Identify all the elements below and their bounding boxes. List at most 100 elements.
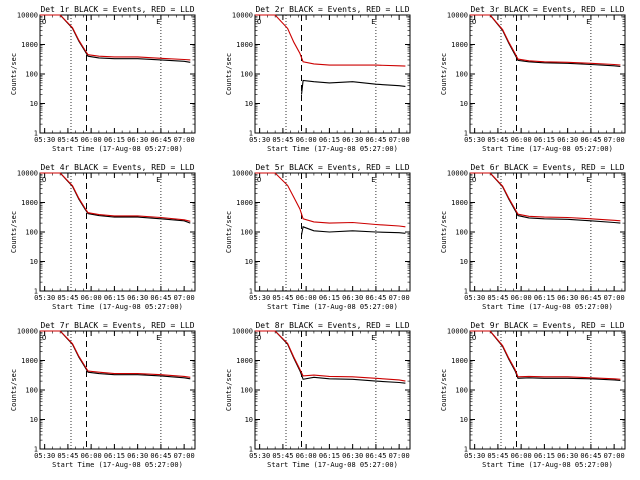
plot-frame bbox=[39, 14, 196, 134]
corner-label-right: E bbox=[586, 18, 590, 26]
plot-frame bbox=[39, 330, 196, 450]
y-tick-label: 1 bbox=[249, 446, 253, 454]
corner-label-right: E bbox=[371, 18, 375, 26]
x-tick-label: 07:00 bbox=[389, 294, 410, 302]
y-tick-label: 1000 bbox=[21, 357, 38, 365]
corner-label-left: O bbox=[472, 334, 476, 342]
corner-label-left: O bbox=[42, 334, 46, 342]
y-tick-label: 100 bbox=[240, 387, 253, 395]
x-tick-label: 06:00 bbox=[296, 294, 317, 302]
y-tick-label: 10000 bbox=[232, 12, 253, 20]
x-tick-label: 05:45 bbox=[272, 294, 293, 302]
x-tick-label: 06:30 bbox=[342, 294, 363, 302]
x-tick-label: 05:45 bbox=[272, 452, 293, 460]
x-tick-label: 06:00 bbox=[511, 136, 532, 144]
series-line-events bbox=[40, 14, 191, 63]
y-tick-label: 1000 bbox=[451, 357, 468, 365]
x-tick-label: 07:00 bbox=[604, 452, 625, 460]
y-tick-label: 1000 bbox=[236, 199, 253, 207]
y-tick-label: 1000 bbox=[236, 357, 253, 365]
x-tick-label: 05:30 bbox=[34, 452, 55, 460]
x-tick-label: 05:30 bbox=[249, 136, 270, 144]
series-line-lld bbox=[255, 14, 406, 67]
y-tick-label: 100 bbox=[25, 387, 38, 395]
x-tick-label: 06:15 bbox=[104, 294, 125, 302]
x-tick-label: 05:30 bbox=[464, 136, 485, 144]
y-tick-label: 1 bbox=[464, 130, 468, 138]
series-line-events bbox=[255, 330, 406, 384]
y-axis-label: Counts/sec bbox=[440, 211, 448, 253]
y-tick-label: 10 bbox=[245, 100, 253, 108]
x-tick-label: 05:45 bbox=[57, 136, 78, 144]
y-tick-label: 10 bbox=[460, 258, 468, 266]
y-tick-label: 10 bbox=[30, 258, 38, 266]
panel-3: Det 3r BLACK = Events, RED = LLD 1 10 100 10… bbox=[440, 5, 626, 153]
x-tick-label: 06:45 bbox=[365, 452, 386, 460]
x-tick-label: 07:00 bbox=[604, 294, 625, 302]
x-axis-label: Start Time (17-Aug-08 05:27:00) bbox=[267, 303, 398, 311]
series-line-lld bbox=[40, 330, 191, 378]
y-axis-label: Counts/sec bbox=[10, 211, 18, 253]
x-axis-label: Start Time (17-Aug-08 05:27:00) bbox=[52, 145, 183, 153]
series-line-events bbox=[470, 330, 621, 382]
corner-label-right: E bbox=[371, 176, 375, 184]
panel-7: Det 7r BLACK = Events, RED = LLD 1 10 100 10… bbox=[10, 321, 196, 469]
x-tick-label: 07:00 bbox=[604, 136, 625, 144]
series-line-events bbox=[470, 14, 621, 68]
x-tick-label: 06:15 bbox=[534, 136, 555, 144]
y-tick-label: 100 bbox=[25, 71, 38, 79]
panel-1: Det 1r BLACK = Events, RED = LLD 1 10 100 10… bbox=[10, 5, 196, 153]
y-tick-label: 1 bbox=[249, 288, 253, 296]
chart-title: Det 5r BLACK = Events, RED = LLD bbox=[255, 163, 409, 172]
y-tick-label: 10 bbox=[30, 100, 38, 108]
x-tick-label: 07:00 bbox=[389, 136, 410, 144]
plot-frame bbox=[469, 14, 626, 134]
corner-label-left: O bbox=[42, 176, 46, 184]
y-tick-label: 100 bbox=[240, 229, 253, 237]
x-tick-label: 05:30 bbox=[249, 294, 270, 302]
y-tick-label: 100 bbox=[455, 229, 468, 237]
corner-label-left: O bbox=[472, 176, 476, 184]
x-axis-label: Start Time (17-Aug-08 05:27:00) bbox=[52, 461, 183, 469]
x-tick-label: 07:00 bbox=[174, 136, 195, 144]
plot-frame bbox=[254, 330, 411, 450]
x-tick-label: 05:45 bbox=[57, 294, 78, 302]
x-tick-label: 06:45 bbox=[150, 294, 171, 302]
y-tick-label: 10 bbox=[245, 258, 253, 266]
y-axis-label: Counts/sec bbox=[10, 369, 18, 411]
plot-frame bbox=[39, 172, 196, 292]
panel-8: Det 8r BLACK = Events, RED = LLD 1 10 100 10… bbox=[225, 321, 411, 469]
y-tick-label: 1000 bbox=[236, 41, 253, 49]
y-axis-label: Counts/sec bbox=[10, 53, 18, 95]
y-tick-label: 10 bbox=[30, 416, 38, 424]
y-tick-label: 10 bbox=[460, 416, 468, 424]
y-axis-label: Counts/sec bbox=[440, 53, 448, 95]
chart-title: Det 4r BLACK = Events, RED = LLD bbox=[40, 163, 194, 172]
x-tick-label: 05:30 bbox=[464, 294, 485, 302]
x-tick-label: 06:45 bbox=[150, 136, 171, 144]
x-tick-label: 06:30 bbox=[127, 452, 148, 460]
y-axis-label: Counts/sec bbox=[440, 369, 448, 411]
x-tick-label: 05:30 bbox=[34, 294, 55, 302]
x-tick-label: 06:45 bbox=[580, 294, 601, 302]
x-tick-label: 06:30 bbox=[557, 294, 578, 302]
x-tick-label: 06:00 bbox=[296, 452, 317, 460]
corner-label-right: E bbox=[586, 334, 590, 342]
x-tick-label: 06:30 bbox=[127, 294, 148, 302]
x-tick-label: 05:45 bbox=[57, 452, 78, 460]
chart-title: Det 8r BLACK = Events, RED = LLD bbox=[255, 321, 409, 330]
x-tick-label: 06:00 bbox=[511, 294, 532, 302]
x-axis-label: Start Time (17-Aug-08 05:27:00) bbox=[52, 303, 183, 311]
y-tick-label: 10000 bbox=[232, 328, 253, 336]
series-line-lld bbox=[40, 14, 191, 61]
x-tick-label: 06:00 bbox=[296, 136, 317, 144]
chart-title: Det 6r BLACK = Events, RED = LLD bbox=[470, 163, 624, 172]
x-tick-label: 06:30 bbox=[342, 136, 363, 144]
x-tick-label: 07:00 bbox=[174, 294, 195, 302]
panel-5: Det 5r BLACK = Events, RED = LLD 1 10 100 10… bbox=[225, 163, 411, 311]
corner-label-left: O bbox=[42, 18, 46, 26]
corner-label-left: O bbox=[257, 334, 261, 342]
x-tick-label: 06:30 bbox=[342, 452, 363, 460]
y-tick-label: 1000 bbox=[21, 41, 38, 49]
